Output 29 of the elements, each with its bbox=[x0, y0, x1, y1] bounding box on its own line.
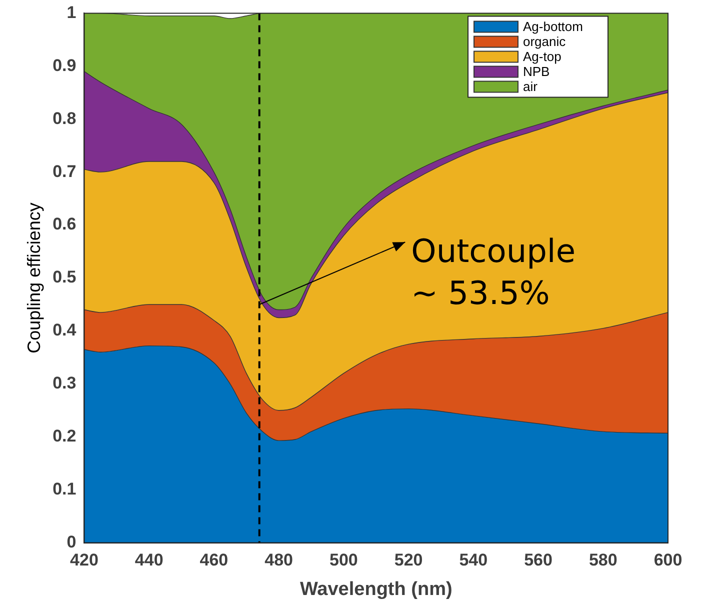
x-tick-label: 540 bbox=[459, 550, 488, 570]
legend-label: Ag-bottom bbox=[523, 18, 583, 34]
legend-label: air bbox=[523, 78, 538, 94]
y-tick-label: 0.4 bbox=[52, 320, 77, 340]
y-tick-label: 0.2 bbox=[52, 426, 76, 446]
x-tick-label: 480 bbox=[264, 550, 294, 570]
x-tick-label: 520 bbox=[394, 550, 423, 570]
x-tick-label: 460 bbox=[200, 550, 228, 570]
x-tick-label: 500 bbox=[329, 550, 358, 570]
legend-label: Ag-top bbox=[523, 48, 562, 64]
y-tick-label: 0.7 bbox=[52, 162, 76, 181]
x-axis-title: Wavelength (nm) bbox=[300, 578, 452, 600]
x-tick-label: 580 bbox=[588, 550, 618, 570]
x-tick-label: 600 bbox=[654, 550, 682, 570]
annotation: Outcouple ~ 53.5% bbox=[411, 232, 576, 312]
x-tick-label: 420 bbox=[70, 550, 98, 570]
x-tick-label: 560 bbox=[524, 550, 552, 570]
y-tick-label: 1 bbox=[66, 2, 76, 22]
y-tick-label: 0.3 bbox=[52, 374, 76, 393]
y-tick-label: 0.1 bbox=[52, 480, 76, 499]
y-tick-label: 0 bbox=[66, 532, 76, 552]
legend-label: organic bbox=[523, 34, 566, 49]
legend-label: NPB bbox=[523, 64, 550, 79]
y-tick-label: 0.6 bbox=[52, 214, 76, 234]
y-tick-label: 0.5 bbox=[52, 268, 76, 287]
x-tick-label: 440 bbox=[134, 550, 164, 570]
y-tick-label: 0.8 bbox=[52, 108, 76, 128]
y-tick-label: 0.9 bbox=[52, 56, 76, 75]
y-axis-title: Coupling efficiency bbox=[24, 202, 44, 354]
